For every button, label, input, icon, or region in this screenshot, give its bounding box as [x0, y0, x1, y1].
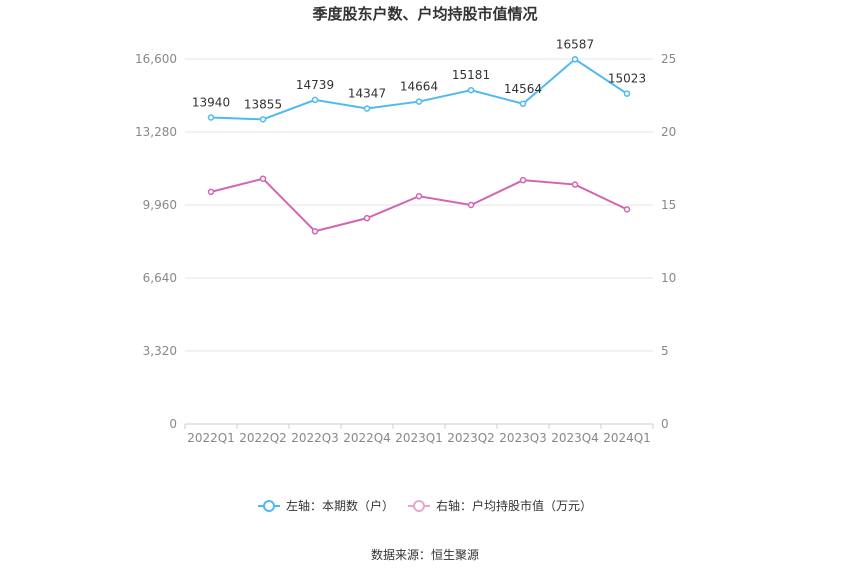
data-point	[311, 228, 319, 235]
legend-label: 右轴：户均持股市值（万元）	[436, 498, 592, 513]
grid	[185, 58, 653, 352]
x-tick-label: 2022Q1	[187, 431, 235, 445]
data-label: 13855	[244, 97, 282, 111]
data-label: 14739	[296, 78, 334, 92]
legend-swatch-marker	[413, 500, 425, 512]
left-tick-label: 16,600	[135, 52, 177, 66]
data-label: 14664	[400, 80, 438, 94]
data-point	[415, 98, 423, 105]
x-tick-label: 2023Q3	[499, 431, 547, 445]
data-label: 15181	[452, 68, 490, 82]
right-tick-label: 0	[661, 417, 669, 431]
data-label: 14564	[504, 82, 542, 96]
legend-item-1[interactable]: 左轴：本期数（户）	[258, 498, 394, 513]
data-point	[571, 56, 579, 63]
right-tick-label: 25	[661, 52, 676, 66]
right-tick-label: 10	[661, 271, 676, 285]
left-tick-label: 13,280	[135, 125, 177, 139]
right-tick-label: 20	[661, 125, 676, 139]
data-point	[467, 201, 475, 209]
right-tick-label: 15	[661, 198, 676, 212]
data-point	[519, 100, 527, 108]
data-label: 14347	[348, 87, 386, 101]
data-point	[467, 86, 475, 94]
chart-title: 季度股东户数、户均持股市值情况	[312, 5, 537, 23]
x-tick-label: 2022Q2	[239, 431, 287, 445]
data-point	[207, 188, 215, 196]
left-tick-label: 3,320	[143, 344, 177, 358]
x-tick-label: 2023Q4	[551, 431, 599, 445]
left-tick-label: 0	[169, 417, 177, 431]
x-tick-label: 2022Q4	[343, 431, 391, 445]
data-point	[311, 96, 319, 104]
data-point	[259, 116, 267, 123]
left-tick-label: 9,960	[143, 198, 177, 212]
x-tick-label: 2022Q3	[291, 431, 339, 445]
data-label: 16587	[556, 37, 594, 51]
data-label: 13940	[192, 95, 230, 109]
data-point	[623, 206, 631, 213]
data-point	[363, 214, 371, 222]
data-point	[519, 176, 527, 184]
x-tick-label: 2024Q1	[603, 431, 651, 445]
x-tick-label: 2023Q1	[395, 431, 443, 445]
data-point	[415, 192, 423, 200]
source-note: 数据来源：恒生聚源	[371, 547, 479, 562]
data-point	[623, 90, 631, 97]
data-label: 15023	[608, 72, 646, 86]
axes: 0 0 3,320 5 6,640 10 9,960 15 13,280 20 16,600 25 20…	[135, 52, 676, 445]
right-tick-label: 5	[661, 344, 669, 358]
x-tick-label: 2023Q2	[447, 431, 495, 445]
series-layer: 13940 13855 14739 14347 14664 15181 14564 16587…	[192, 37, 646, 235]
data-point	[363, 105, 371, 112]
legend[interactable]: 左轴：本期数（户） 右轴：户均持股市值（万元）	[258, 498, 592, 513]
data-point	[207, 114, 215, 121]
legend-item-2[interactable]: 右轴：户均持股市值（万元）	[408, 498, 592, 513]
data-point	[571, 181, 579, 188]
data-point	[259, 175, 267, 182]
legend-swatch-marker	[263, 500, 275, 512]
left-tick-label: 6,640	[143, 271, 177, 285]
legend-label: 左轴：本期数（户）	[286, 498, 394, 513]
